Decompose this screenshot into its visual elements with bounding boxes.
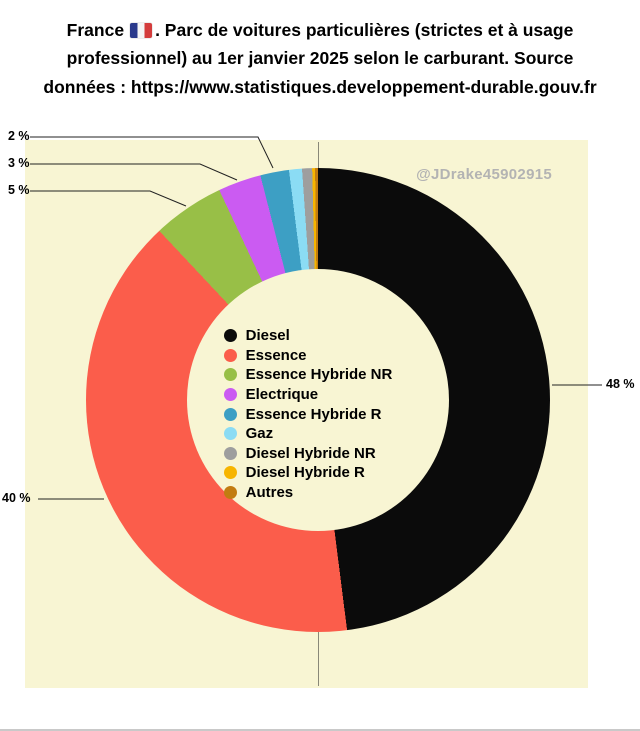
legend-swatch — [223, 485, 237, 499]
legend-swatch — [223, 407, 237, 421]
legend-item: Gaz — [223, 424, 393, 444]
france-flag-icon — [130, 23, 153, 38]
callout-3pct: 3 % — [8, 156, 30, 170]
legend-swatch — [223, 368, 237, 382]
legend-swatch — [223, 387, 237, 401]
callout-5pct: 5 % — [8, 183, 30, 197]
legend-label: Essence Hybride NR — [245, 366, 393, 384]
legend-item: Electrique — [223, 385, 393, 405]
callout-40pct: 40 % — [2, 491, 31, 505]
legend-swatch — [223, 446, 237, 460]
legend-swatch — [223, 427, 237, 441]
legend-item: Diesel Hybride NR — [223, 443, 393, 463]
legend-label: Diesel Hybride R — [245, 464, 365, 482]
legend-item: Essence Hybride R — [223, 404, 393, 424]
legend-label: Diesel Hybride NR — [245, 444, 376, 462]
legend-item: Essence — [223, 345, 393, 365]
legend-label: Gaz — [245, 425, 274, 443]
legend-swatch — [223, 329, 237, 343]
legend-item: Essence Hybride NR — [223, 365, 393, 385]
legend-label: Essence — [245, 346, 307, 364]
legend-label: Diesel — [245, 327, 290, 345]
legend-swatch — [223, 348, 237, 362]
legend-swatch — [223, 466, 237, 480]
legend-item: Diesel Hybride R — [223, 463, 393, 483]
legend-label: Electrique — [245, 385, 319, 403]
legend-item: Autres — [223, 483, 393, 503]
chart-region: @JDrake45902915 Diesel Essence Essence Hyb… — [0, 120, 640, 729]
watermark: @JDrake45902915 — [416, 166, 552, 183]
legend-label: Autres — [245, 483, 294, 501]
donut-hole: Diesel Essence Essence Hybride NR Electriqu… — [187, 269, 449, 531]
chart-title-rest: . Parc de voitures particulières (strict… — [43, 20, 597, 97]
plot-area: @JDrake45902915 Diesel Essence Essence Hyb… — [25, 140, 588, 688]
legend-item: Diesel — [223, 326, 393, 346]
chart-title: France. Parc de voitures particulières (… — [30, 16, 610, 101]
callout-48pct: 48 % — [606, 377, 635, 391]
legend: Diesel Essence Essence Hybride NR Electriqu… — [223, 326, 393, 503]
donut-chart: Diesel Essence Essence Hybride NR Electriqu… — [86, 168, 550, 632]
chart-title-pre: France — [66, 20, 125, 40]
legend-label: Essence Hybride R — [245, 405, 382, 423]
callout-2pct: 2 % — [8, 129, 30, 143]
